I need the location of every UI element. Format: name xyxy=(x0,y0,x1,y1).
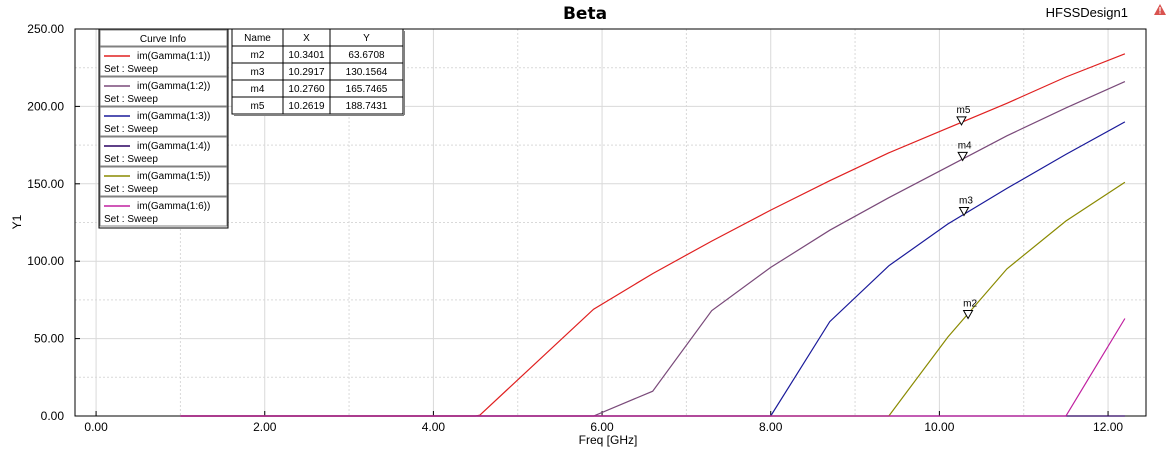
marker-label: m4 xyxy=(958,140,972,151)
legend-entry-box xyxy=(99,166,228,197)
legend-entry-box xyxy=(99,196,228,227)
marker-table-cell: 130.1564 xyxy=(346,67,388,78)
legend-set-label: Set : Sweep xyxy=(104,124,158,135)
series-line-1[interactable] xyxy=(180,53,1126,417)
x-tick-label: 2.00 xyxy=(253,420,277,434)
legend-set-label: Set : Sweep xyxy=(104,214,158,225)
legend-series-name: im(Gamma(1:1)) xyxy=(137,51,210,62)
marker-table-cell: 10.2619 xyxy=(288,101,325,112)
y-tick-label: 250.00 xyxy=(27,22,64,36)
legend-entry-box xyxy=(99,136,228,167)
legend-entry-box xyxy=(99,46,228,77)
legend-entry-box xyxy=(99,106,228,137)
legend-series-name: im(Gamma(1:4)) xyxy=(137,141,210,152)
marker-m5[interactable]: m5 xyxy=(956,105,971,126)
x-tick-label: 12.00 xyxy=(1093,420,1123,434)
marker-table-cell: 165.7465 xyxy=(346,84,388,95)
legend-set-label: Set : Sweep xyxy=(104,94,158,105)
marker-table-cell: 10.3401 xyxy=(288,50,325,61)
legend-series-name: im(Gamma(1:3)) xyxy=(137,111,210,122)
marker-table-cell: 63.6708 xyxy=(348,50,385,61)
marker-triangle-icon xyxy=(957,151,969,162)
marker-table-header: Y xyxy=(363,33,370,44)
marker-table-header: X xyxy=(303,33,310,44)
legend-set-label: Set : Sweep xyxy=(104,64,158,75)
marker-label: m5 xyxy=(957,105,971,116)
series-line-6[interactable] xyxy=(180,318,1126,417)
legend-entry[interactable]: im(Gamma(1:3)) Set : Sweep xyxy=(99,106,228,137)
marker-triangle-icon xyxy=(958,207,970,217)
marker-table-cell: m5 xyxy=(251,101,265,112)
legend-entry[interactable]: im(Gamma(1:6)) Set : Sweep xyxy=(99,196,228,227)
design-name: HFSSDesign1 xyxy=(1046,5,1128,20)
y-tick-label: 150.00 xyxy=(27,177,64,191)
x-tick-label: 0.00 xyxy=(84,420,108,434)
y-axis-title: Y1 xyxy=(10,214,24,229)
marker-table-cell: m4 xyxy=(251,84,265,95)
series-layer xyxy=(180,53,1126,417)
marker-table-cell: 10.2760 xyxy=(288,84,325,95)
chart-title: Beta xyxy=(563,4,607,24)
legend-set-label: Set : Sweep xyxy=(104,184,158,195)
series-line-5[interactable] xyxy=(180,181,1126,417)
legend-series-name: im(Gamma(1:6)) xyxy=(137,201,210,212)
marker-table-cell: m3 xyxy=(251,67,265,78)
y-tick-label: 0.00 xyxy=(41,409,65,423)
legend-series-name: im(Gamma(1:5)) xyxy=(137,171,210,182)
legend-set-label: Set : Sweep xyxy=(104,154,158,165)
y-tick-label: 50.00 xyxy=(34,332,64,346)
x-tick-label: 8.00 xyxy=(759,420,783,434)
legend-entry[interactable]: im(Gamma(1:4)) Set : Sweep xyxy=(99,136,228,167)
legend-title: Curve Info xyxy=(140,34,187,45)
marker-table-cell: 188.7431 xyxy=(346,101,388,112)
marker-triangle-icon xyxy=(956,116,967,126)
axis-ticks: 0.00 2.00 4.00 6.00 8.00 10.00 12.00 0.00 50.00 1… xyxy=(27,22,1123,434)
legend-entry-box xyxy=(99,76,228,107)
marker-table-cell: m2 xyxy=(251,50,265,61)
x-tick-label: 4.00 xyxy=(422,420,446,434)
legend-entry[interactable]: im(Gamma(1:1)) Set : Sweep xyxy=(99,46,228,77)
marker-triangle-icon xyxy=(962,309,974,320)
series-line-2[interactable] xyxy=(180,81,1126,417)
warning-triangle-icon[interactable] xyxy=(1154,4,1166,15)
marker-m2[interactable]: m2 xyxy=(962,298,977,320)
y-tick-label: 200.00 xyxy=(27,99,64,113)
marker-table-header: Name xyxy=(244,33,271,44)
marker-m3[interactable]: m3 xyxy=(958,196,973,217)
x-tick-label: 10.00 xyxy=(924,420,954,434)
marker-layer: m5 m4 m3 m2 xyxy=(956,105,977,320)
y-tick-label: 100.00 xyxy=(27,254,64,268)
x-axis-title: Freq [GHz] xyxy=(579,433,638,447)
series-line-3[interactable] xyxy=(180,121,1126,417)
x-tick-label: 6.00 xyxy=(590,420,614,434)
marker-table[interactable]: Name X Ym2 10.3401 63.6708 m3 10.2917 130.1564 m… xyxy=(231,28,405,116)
marker-label: m2 xyxy=(963,298,977,309)
legend-series-name: im(Gamma(1:2)) xyxy=(137,81,210,92)
marker-m4[interactable]: m4 xyxy=(957,140,972,162)
marker-label: m3 xyxy=(959,196,973,207)
curve-info-legend[interactable]: Curve Info im(Gamma(1:1))Set : Sweepim(G… xyxy=(98,28,229,229)
legend-entry[interactable]: im(Gamma(1:2)) Set : Sweep xyxy=(99,76,228,107)
marker-table-frame xyxy=(231,28,404,115)
marker-table-cell: 10.2917 xyxy=(288,67,325,78)
legend-entry[interactable]: im(Gamma(1:5)) Set : Sweep xyxy=(99,166,228,197)
